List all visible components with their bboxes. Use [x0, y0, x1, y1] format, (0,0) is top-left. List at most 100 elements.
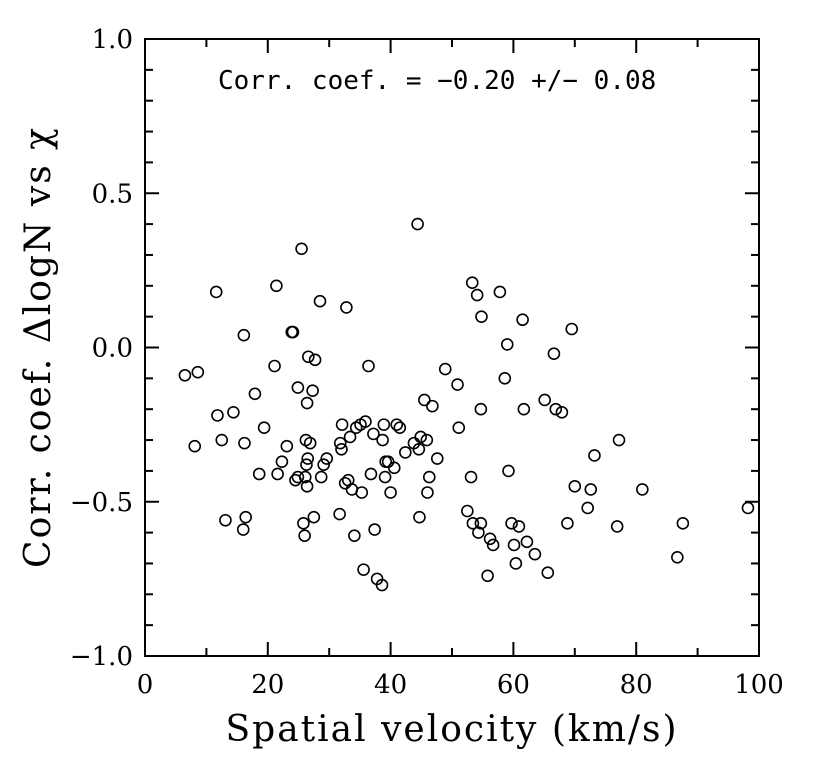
scatter-point — [227, 405, 240, 419]
scatter-point — [541, 566, 555, 580]
scatter-point — [474, 402, 488, 416]
x-axis-title: Spatial velocity (km/s) — [226, 709, 679, 750]
scatter-point — [420, 433, 434, 447]
scatter-point — [191, 365, 205, 379]
scatter-point — [252, 467, 266, 481]
scatter-point — [390, 418, 404, 431]
scatter-point — [313, 294, 327, 308]
y-tick-label: 0.0 — [92, 334, 133, 364]
scatter-point — [291, 381, 305, 394]
scatter-point — [516, 313, 529, 327]
scatter-point — [547, 347, 561, 360]
scatter-point — [498, 372, 512, 385]
scatter-point — [338, 476, 352, 490]
scatter-point — [413, 510, 426, 524]
scatter-point — [466, 517, 480, 530]
scatter-point — [584, 483, 598, 496]
scatter-point — [239, 510, 252, 524]
scatter-point — [248, 387, 262, 401]
scatter-point — [377, 418, 391, 431]
scatter-point — [357, 563, 370, 576]
scatter-point — [306, 384, 319, 397]
scatter-point — [268, 359, 281, 373]
scatter-point — [219, 513, 232, 527]
scatter-point — [483, 532, 497, 546]
scatter-point — [381, 455, 395, 468]
scatter-point — [303, 436, 317, 450]
scatter-point — [418, 393, 431, 407]
x-tick-label: 60 — [497, 670, 530, 700]
scatter-point — [300, 458, 313, 472]
scatter-point — [270, 279, 283, 293]
scatter-point — [549, 402, 563, 416]
scatter-point — [237, 328, 251, 342]
scatter-point — [317, 458, 330, 472]
scatter-point — [384, 486, 397, 499]
scatter-point — [486, 538, 500, 552]
scatter-point — [588, 449, 601, 462]
scatter-point — [528, 547, 542, 561]
scatter-point — [355, 486, 369, 499]
scatter-point — [257, 421, 271, 435]
scatter-point — [340, 301, 353, 314]
scatter-point — [465, 276, 479, 290]
scatter-point — [308, 353, 322, 367]
scatter-point — [387, 461, 401, 475]
scatter-point — [298, 529, 311, 542]
scatter-point — [426, 399, 439, 413]
scatter-point — [568, 480, 582, 493]
scatter-point — [343, 430, 357, 444]
scatter-point — [335, 443, 348, 456]
scatter-point — [671, 550, 684, 564]
scatter-point — [581, 501, 594, 515]
scatter-point — [238, 436, 251, 450]
scatter-point — [561, 517, 574, 530]
scatter-point — [335, 418, 349, 431]
scatter-point — [333, 507, 346, 521]
x-tick-label: 0 — [137, 670, 154, 700]
scatter-point — [676, 517, 690, 530]
scatter-point — [461, 504, 474, 518]
scatter-point — [636, 483, 649, 496]
scatter-point — [375, 578, 389, 592]
scatter-point — [301, 452, 315, 465]
scatter-point — [414, 430, 427, 444]
scatter-point — [741, 501, 755, 515]
scatter-point — [452, 421, 466, 435]
scatter-point — [493, 285, 507, 299]
y-axis-title: Corr. coef. ΔlogN vs χ — [18, 126, 59, 568]
scatter-point — [314, 470, 328, 484]
scatter-point — [348, 529, 361, 542]
x-tick-label: 40 — [374, 670, 407, 700]
scatter-point — [215, 433, 229, 447]
scatter-point — [378, 470, 392, 484]
y-tick-label: 1.0 — [92, 25, 133, 55]
scatter-point — [307, 510, 321, 524]
x-tick-label: 80 — [620, 670, 653, 700]
scatter-point — [211, 409, 224, 422]
tick-labels: 0 20 40 60 80 100 −1.0 −0.5 0.0 0.5 1.0 — [70, 25, 784, 700]
y-tick-label: −1.0 — [70, 642, 133, 672]
scatter-point — [359, 415, 372, 428]
data-points — [178, 217, 755, 592]
scatter-point — [475, 310, 488, 323]
scatter-point — [509, 557, 523, 570]
scatter-point — [610, 520, 624, 533]
scatter-point — [512, 520, 526, 533]
scatter-point — [376, 433, 389, 447]
scatter-point — [474, 517, 488, 530]
scatter-point — [470, 288, 484, 302]
scatter-point — [555, 405, 569, 419]
scatter-point — [421, 486, 434, 499]
scatter-point — [430, 452, 444, 465]
scatter-point — [368, 523, 381, 536]
scatter-point — [517, 402, 531, 416]
y-tick-label: 0.5 — [92, 179, 133, 209]
scatter-point — [297, 517, 310, 530]
scatter-point — [275, 455, 289, 468]
scatter-point — [538, 393, 552, 407]
scatter-point — [520, 535, 534, 549]
correlation-annotation: Corr. coef. = −0.20 +/− 0.08 — [218, 66, 656, 96]
plot-frame — [144, 38, 760, 657]
